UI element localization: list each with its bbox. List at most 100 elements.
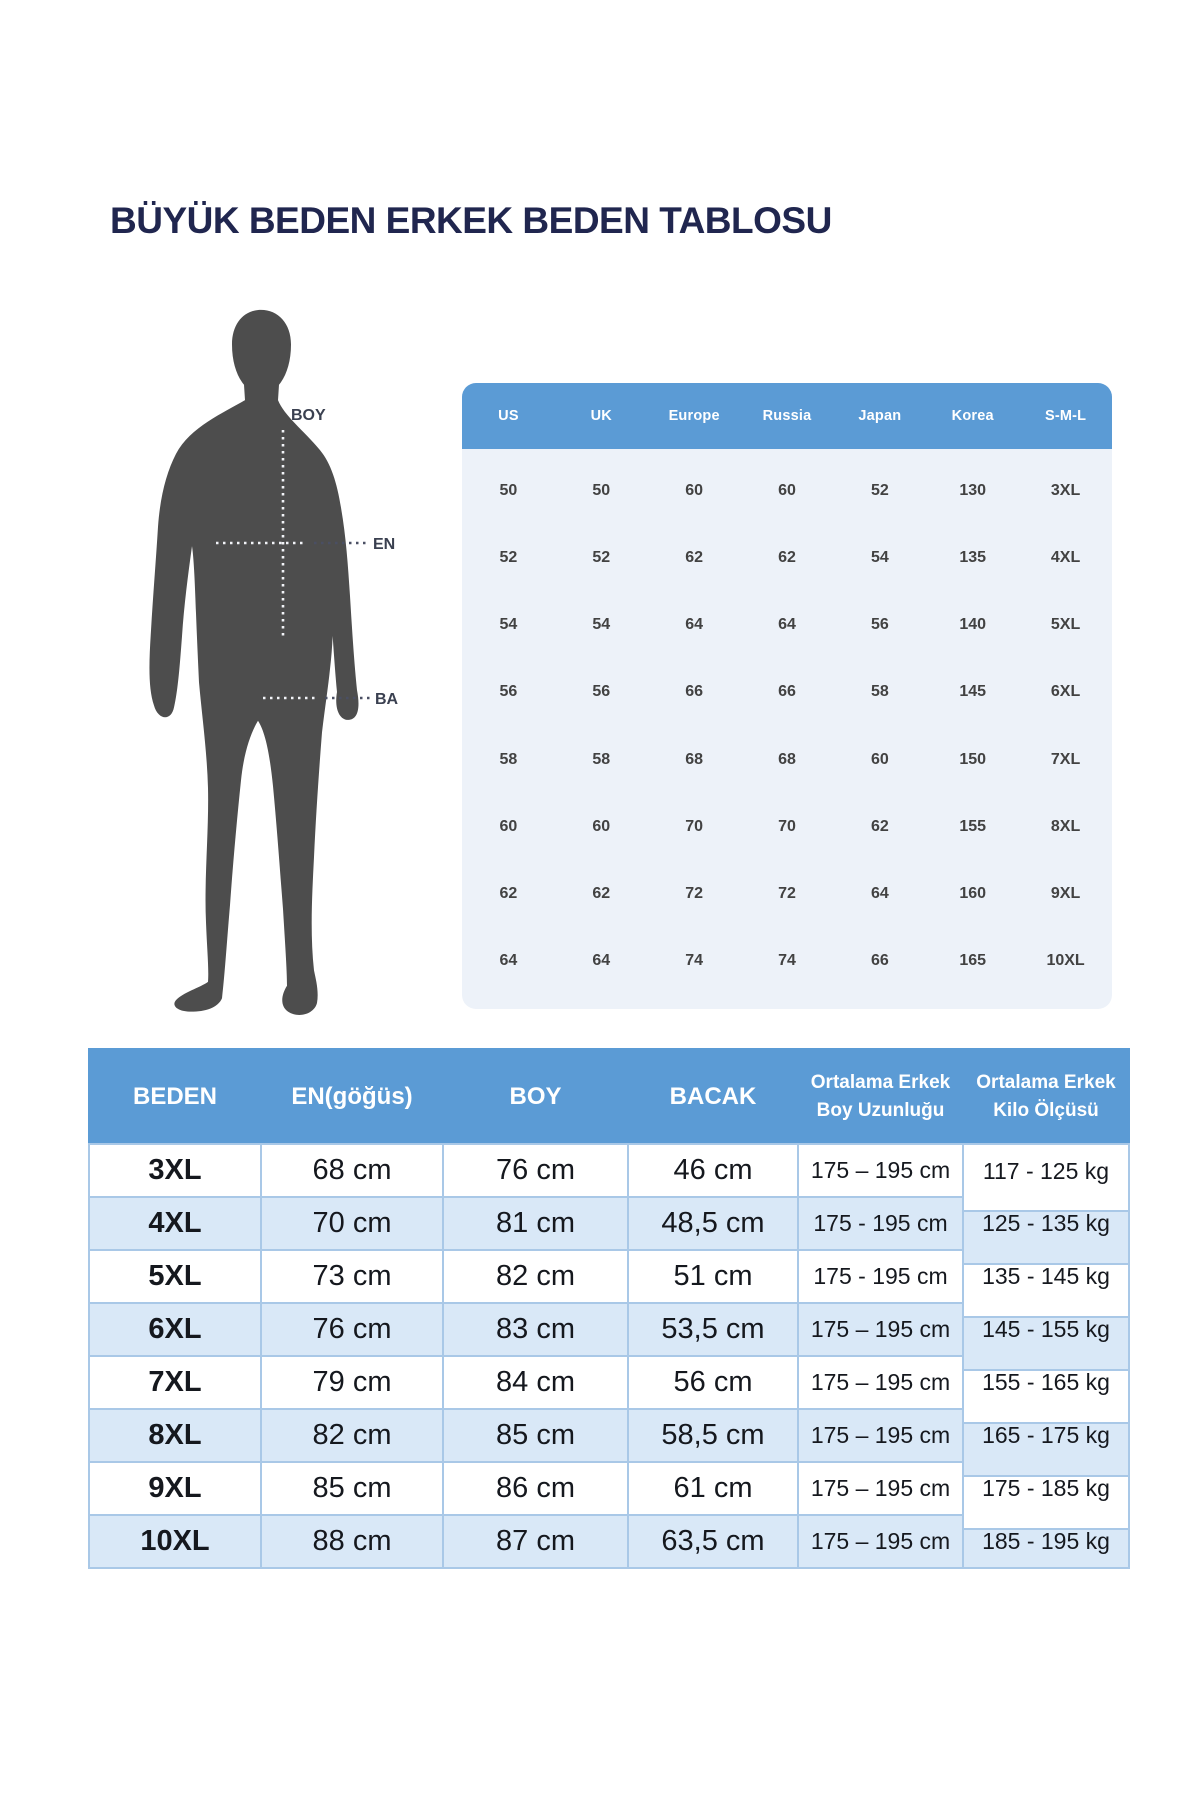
intl-cell-uk: 60 [592,817,611,835]
size-cell-en: 76 cm [260,1302,444,1357]
intl-size-row: 58 58 68 68 60 150 7XL [462,751,1112,769]
size-header-boy-uzunlugu: Ortalama Erkek Boy Uzunluğu [797,1048,964,1145]
intl-header-korea: Korea [951,408,994,424]
intl-cell-japan: 54 [870,548,889,566]
size-cell-bacak: 58,5 cm [627,1408,799,1463]
size-cell-beden: 10XL [88,1514,262,1569]
size-header-boy: BOY [442,1048,629,1145]
size-cell-en: 88 cm [260,1514,444,1569]
size-cell-en: 68 cm [260,1143,444,1198]
intl-cell-europe: 74 [685,952,704,970]
intl-cell-europe: 66 [685,683,704,701]
intl-cell-uk: 64 [592,952,611,970]
size-cell-boy: 87 cm [442,1514,629,1569]
label-leg: BACAK [375,691,398,708]
size-cell-kilo: 125 - 135 kg [962,1197,1130,1251]
size-cell-bacak: 46 cm [627,1143,799,1198]
intl-cell-japan: 58 [870,683,889,701]
intl-cell-japan: 56 [870,616,889,634]
intl-table-body: 50 50 60 60 52 130 3XL 52 52 62 62 54 13… [462,449,1112,1009]
intl-cell-sml: 5XL [1050,616,1081,634]
intl-cell-japan: 62 [870,817,889,835]
international-size-table: US UK Europe Russia Japan Korea S-M-L 50… [462,383,1112,1009]
size-cell-boy: 76 cm [442,1143,629,1198]
intl-header-russia: Russia [762,408,812,424]
intl-cell-japan: 60 [870,750,889,768]
size-cell-boy: 85 cm [442,1408,629,1463]
intl-cell-russia: 66 [778,683,796,701]
intl-cell-russia: 64 [778,616,796,634]
size-cell-beden: 4XL [88,1196,262,1251]
size-row: 9XL 85 cm 86 cm 61 cm 175 – 195 cm 175 -… [88,1461,1130,1516]
intl-cell-us: 50 [499,481,518,499]
size-cell-beden: 9XL [88,1461,262,1516]
intl-cell-europe: 68 [685,750,704,768]
size-cell-kilo: 117 - 125 kg [962,1143,1130,1198]
size-cell-bacak: 61 cm [627,1461,799,1516]
intl-cell-us: 52 [499,548,518,566]
intl-cell-korea: 145 [959,683,987,701]
intl-cell-korea: 130 [959,481,987,499]
intl-cell-sml: 7XL [1050,750,1081,768]
intl-cell-japan: 66 [870,952,889,970]
size-cell-kilo: 155 - 165 kg [962,1356,1130,1410]
size-row: 7XL 79 cm 84 cm 56 cm 175 – 195 cm 155 -… [88,1355,1130,1410]
size-cell-kilo: 165 - 175 kg [962,1409,1130,1463]
size-cell-boy: 84 cm [442,1355,629,1410]
size-cell-en: 79 cm [260,1355,444,1410]
size-cell-beden: 3XL [88,1143,262,1198]
intl-cell-korea: 150 [959,750,987,768]
intl-size-row: 54 54 64 64 56 140 5XL [462,616,1112,634]
size-cell-en: 82 cm [260,1408,444,1463]
size-header-beden: BEDEN [88,1048,262,1145]
size-row: 10XL 88 cm 87 cm 63,5 cm 175 – 195 cm 18… [88,1514,1130,1569]
intl-size-row: 56 56 66 66 58 145 6XL [462,683,1112,701]
intl-cell-korea: 135 [959,548,987,566]
size-table-header: BEDEN EN(göğüs) BOY BACAK Ortalama Erkek… [88,1048,1130,1145]
size-cell-boy-uzunlugu: 175 - 195 cm [797,1249,964,1304]
size-cell-boy-uzunlugu: 175 – 195 cm [797,1461,964,1516]
intl-cell-sml: 4XL [1050,548,1081,566]
size-cell-kilo: 175 - 185 kg [962,1462,1130,1516]
size-cell-boy: 82 cm [442,1249,629,1304]
size-row: 5XL 73 cm 82 cm 51 cm 175 - 195 cm 135 -… [88,1249,1130,1304]
intl-cell-uk: 58 [592,750,611,768]
size-cell-beden: 7XL [88,1355,262,1410]
intl-cell-russia: 74 [778,952,796,970]
size-row: 4XL 70 cm 81 cm 48,5 cm 175 - 195 cm 125… [88,1196,1130,1251]
intl-cell-korea: 140 [959,616,987,634]
intl-cell-russia: 72 [778,885,796,903]
size-cell-en: 70 cm [260,1196,444,1251]
size-header-en: EN(göğüs) [260,1048,444,1145]
intl-cell-europe: 62 [685,548,704,566]
size-cell-kilo: 145 - 155 kg [962,1303,1130,1357]
size-cell-boy-uzunlugu: 175 – 195 cm [797,1355,964,1410]
intl-cell-uk: 62 [592,885,611,903]
intl-cell-japan: 52 [870,481,889,499]
intl-cell-us: 58 [499,750,518,768]
intl-cell-us: 54 [499,616,518,634]
intl-cell-russia: 60 [778,481,796,499]
page-title: BÜYÜK BEDEN ERKEK BEDEN TABLOSU [110,200,832,241]
intl-cell-europe: 72 [685,885,704,903]
intl-cell-uk: 52 [592,548,611,566]
size-cell-beden: 5XL [88,1249,262,1304]
intl-cell-us: 56 [499,683,518,701]
intl-size-row: 60 60 70 70 62 155 8XL [462,818,1112,836]
size-cell-beden: 6XL [88,1302,262,1357]
size-row: 8XL 82 cm 85 cm 58,5 cm 175 – 195 cm 165… [88,1408,1130,1463]
size-cell-boy-uzunlugu: 175 – 195 cm [797,1514,964,1569]
intl-header-uk: UK [590,408,612,424]
intl-header-sml: S-M-L [1044,408,1087,424]
intl-cell-korea: 155 [959,817,987,835]
intl-cell-sml: 8XL [1050,817,1081,835]
intl-cell-uk: 56 [592,683,611,701]
intl-cell-uk: 54 [592,616,611,634]
size-row: 6XL 76 cm 83 cm 53,5 cm 175 – 195 cm 145… [88,1302,1130,1357]
size-cell-kilo: 135 - 145 kg [962,1250,1130,1304]
intl-size-row: 64 64 74 74 66 165 10XL [462,952,1112,970]
intl-size-row: 62 62 72 72 64 160 9XL [462,885,1112,903]
size-cell-boy-uzunlugu: 175 – 195 cm [797,1302,964,1357]
size-table-body: 3XL 68 cm 76 cm 46 cm 175 – 195 cm 117 -… [88,1143,1130,1569]
intl-cell-russia: 70 [778,817,796,835]
